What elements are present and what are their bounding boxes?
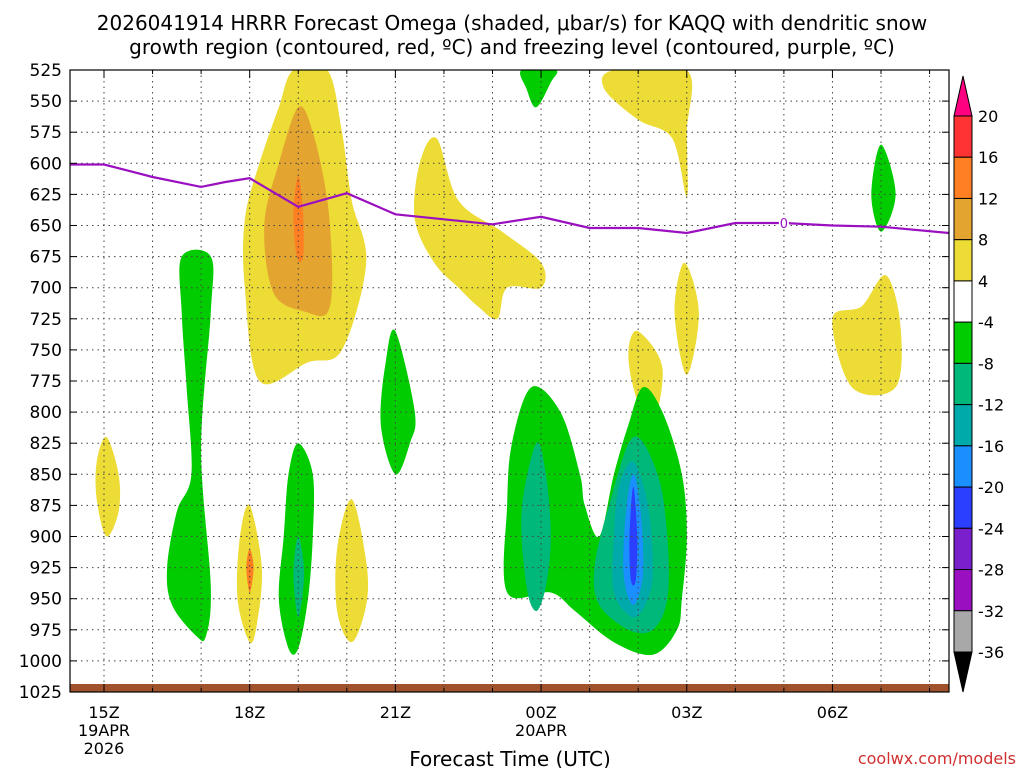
y-tick-label: 750 <box>30 341 62 361</box>
y-tick-label: 525 <box>30 61 62 81</box>
terrain-strip <box>70 684 949 692</box>
colorbar-segment <box>953 610 973 653</box>
colorbar-label: 12 <box>978 189 998 208</box>
colorbar-label: 20 <box>978 107 998 126</box>
colorbar-label: -32 <box>978 602 1004 621</box>
omega-region <box>293 536 305 618</box>
colorbar-segment <box>953 280 973 323</box>
omega-region <box>95 436 121 537</box>
colorbar: 20 16 12 8 4 -4 -8 -12 -16 -20 -24 -28 -32 -36 <box>953 75 1004 693</box>
y-tick-label: 600 <box>30 154 62 174</box>
colorbar-label: -28 <box>978 561 1004 580</box>
colorbar-label: 4 <box>978 272 988 291</box>
colorbar-segment <box>953 486 973 529</box>
omega-region <box>832 275 902 396</box>
x-tick-year-label: 2026 <box>84 739 125 758</box>
x-axis-label: Forecast Time (UTC) <box>409 747 611 768</box>
y-tick-label: 1025 <box>19 683 62 703</box>
colorbar-segment <box>953 527 973 571</box>
plot-area: 0 525 550 575 600 625 650 675 700 725 750 775 800 82… <box>19 61 950 758</box>
colorbar-label: -24 <box>978 519 1004 538</box>
colorbar-segment <box>953 445 973 488</box>
colorbar-segment <box>953 239 973 282</box>
x-tick-date-label: 20APR <box>515 721 567 740</box>
freezing-level-label-bg <box>778 215 789 230</box>
colorbar-label: -4 <box>978 313 994 332</box>
y-tick-label: 775 <box>30 372 62 392</box>
omega-region <box>414 137 546 320</box>
x-tick-label: 18Z <box>234 703 265 722</box>
colorbar-bottom-arrow <box>953 651 973 693</box>
omega-region <box>380 329 416 475</box>
colorbar-segment <box>953 362 973 406</box>
colorbar-segment <box>953 115 973 158</box>
omega-region <box>335 499 369 643</box>
colorbar-segment <box>953 197 973 241</box>
y-tick-label: 550 <box>30 92 62 112</box>
omega-region <box>520 70 558 108</box>
chart-title-line1: 2026041914 HRRR Forecast Omega (shaded, … <box>97 11 927 35</box>
colorbar-segment <box>953 404 973 447</box>
omega-region <box>871 144 896 232</box>
colorbar-segment <box>953 156 973 199</box>
x-tick-label: 15Z <box>88 703 119 722</box>
colorbar-segment <box>953 321 973 364</box>
colorbar-label: -36 <box>978 643 1004 662</box>
x-tick-label: 21Z <box>380 703 411 722</box>
y-tick-label: 875 <box>30 496 62 516</box>
y-tick-label: 575 <box>30 123 62 143</box>
omega-region <box>601 70 693 197</box>
y-tick-label: 825 <box>30 434 62 454</box>
colorbar-label: -12 <box>978 396 1004 415</box>
x-tick-label: 06Z <box>817 703 848 722</box>
x-tick-label: 00Z <box>525 703 556 722</box>
colorbar-label: -8 <box>978 354 994 373</box>
x-tick-label: 03Z <box>671 703 702 722</box>
colorbar-label: 16 <box>978 148 998 167</box>
y-tick-label: 900 <box>30 528 62 548</box>
x-tick-date-label: 19APR <box>78 721 130 740</box>
y-tick-label: 700 <box>30 279 62 299</box>
y-tick-label: 800 <box>30 403 62 423</box>
colorbar-label: -16 <box>978 437 1004 456</box>
y-tick-label: 625 <box>30 185 62 205</box>
freezing-level-line <box>70 163 949 235</box>
y-tick-label: 850 <box>30 465 62 485</box>
omega-region <box>629 486 638 586</box>
colorbar-label: -20 <box>978 478 1004 497</box>
y-tick-label: 650 <box>30 217 62 237</box>
omega-region <box>521 442 551 612</box>
colorbar-label: 8 <box>978 231 988 250</box>
y-tick-label: 975 <box>30 621 62 641</box>
credit-text: coolwx.com/models <box>858 749 1016 768</box>
y-tick-label: 725 <box>30 310 62 330</box>
y-tick-label: 950 <box>30 590 62 610</box>
chart-title-line2: growth region (contoured, red, ºC) and f… <box>129 35 895 59</box>
omega-region <box>166 249 214 642</box>
freezing-level-label: 0 <box>780 217 788 232</box>
y-tick-label: 675 <box>30 248 62 268</box>
colorbar-segment <box>953 569 973 612</box>
y-tick-label: 925 <box>30 559 62 579</box>
y-tick-label: 1000 <box>19 652 62 672</box>
